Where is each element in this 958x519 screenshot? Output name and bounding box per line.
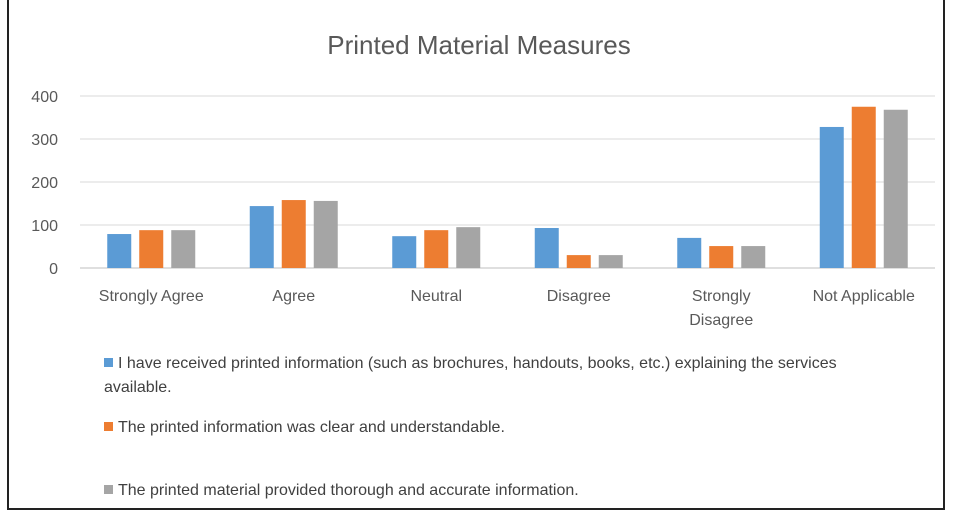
bar-series-2-not-applicable [851, 106, 876, 268]
legend-swatch-orange [104, 422, 113, 431]
legend-swatch-gray [104, 485, 113, 494]
bar-series-3-strongly-disagree [741, 246, 766, 268]
bar-series-1-strongly-disagree [677, 237, 702, 268]
x-category-label: Strongly [692, 288, 751, 305]
bar-series-3-not-applicable [883, 109, 908, 268]
x-category-label: Agree [272, 288, 315, 305]
bar-series-2-strongly-disagree [709, 246, 734, 268]
chart-title: Printed Material Measures [327, 30, 631, 60]
legend-label-series-1: I have received printed information (suc… [104, 355, 837, 396]
bar-series-1-disagree [534, 228, 559, 268]
bar-series-1-agree [249, 206, 274, 268]
x-category-label: Disagree [547, 288, 611, 305]
bar-series-1-neutral [392, 236, 417, 268]
x-category-label: Neutral [410, 288, 462, 305]
legend-label-series-2: The printed information was clear and un… [118, 419, 505, 436]
y-tick-label: 400 [31, 89, 58, 106]
x-category-label: Disagree [689, 312, 753, 329]
bar-series-2-strongly-agree [139, 230, 164, 268]
bar-series-1-strongly-agree [107, 234, 132, 268]
bar-series-3-disagree [598, 255, 623, 268]
bar-series-3-agree [313, 200, 338, 268]
bar-series-3-strongly-agree [171, 230, 196, 268]
legend-item-series-1: I have received printed information (suc… [104, 352, 904, 400]
legend-label-series-3: The printed material provided thorough a… [118, 482, 579, 499]
legend-item-series-3: The printed material provided thorough a… [104, 479, 579, 503]
y-tick-label: 300 [31, 132, 58, 149]
y-tick-label: 0 [49, 261, 58, 278]
bar-series-2-agree [281, 200, 306, 268]
legend-swatch-blue [104, 358, 113, 367]
plot-area: 0 100 200 300 400 Strongly Agree Agree Neutral D… [31, 89, 935, 329]
bar-series-2-neutral [424, 230, 449, 268]
y-tick-label: 200 [31, 175, 58, 192]
x-category-label: Not Applicable [813, 288, 915, 305]
legend-item-series-2: The printed information was clear and un… [104, 416, 505, 440]
y-tick-label: 100 [31, 218, 58, 235]
x-category-label: Strongly Agree [99, 288, 204, 305]
bar-series-3-neutral [456, 227, 481, 268]
chart-frame [7, 0, 945, 510]
bar-series-2-disagree [566, 255, 591, 268]
bar-series-1-not-applicable [819, 126, 844, 269]
